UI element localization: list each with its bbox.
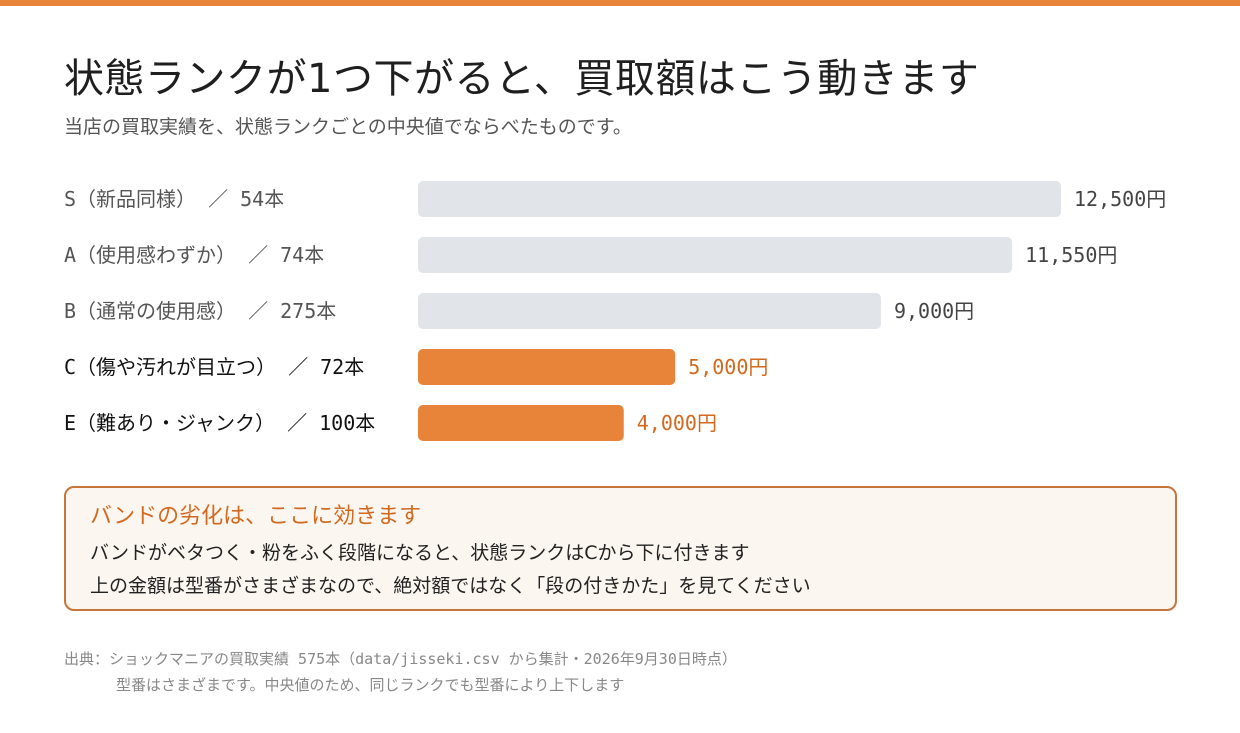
callout-line-1: バンドがベタつく・粉をふく段階になると、状態ランクはCから下に付きます [90, 542, 750, 564]
footnote: 型番はさまざまです。中央値のため、同じランクでも型番により上下します [116, 676, 625, 694]
category-label: C（傷や汚れが目立つ） ／ 72本 [64, 355, 364, 379]
callout-box: バンドの劣化は、ここに効きます バンドがベタつく・粉をふく段階になると、状態ラン… [64, 486, 1177, 611]
bar [418, 349, 676, 385]
top-accent-bar [0, 0, 1240, 6]
bar [418, 181, 1061, 217]
chart-subtitle: 当店の買取実績を、状態ランクごとの中央値でならべたものです。 [64, 116, 632, 138]
value-label: 12,500円 [1074, 187, 1166, 211]
source-note: 出典：ショックマニアの買取実績 575本（data/jisseki.csv から… [64, 650, 737, 668]
value-label: 9,000円 [894, 299, 974, 323]
chart-title: 状態ランクが1つ下がると、買取額はこう動きます [64, 56, 980, 102]
bar [418, 293, 881, 329]
bar [418, 237, 1013, 273]
callout-title: バンドの劣化は、ここに効きます [90, 504, 422, 529]
category-label: A（使用感わずか） ／ 74本 [64, 243, 324, 267]
callout-line-2: 上の金額は型番がさまざまなので、絶対額ではなく「段の付きかた」を見てください [90, 575, 811, 597]
bar-chart: S（新品同様） ／ 54本 12,500円 A（使用感わずか） ／ 74本 11,55… [64, 181, 1166, 441]
bar [418, 405, 624, 441]
category-label: S（新品同様） ／ 54本 [64, 187, 284, 211]
category-label: E（難あり・ジャンク） ／ 100本 [64, 411, 375, 435]
value-label: 11,550円 [1025, 243, 1117, 267]
value-label: 4,000円 [637, 411, 717, 435]
value-label: 5,000円 [688, 355, 768, 379]
category-label: B（通常の使用感） ／ 275本 [64, 299, 336, 323]
